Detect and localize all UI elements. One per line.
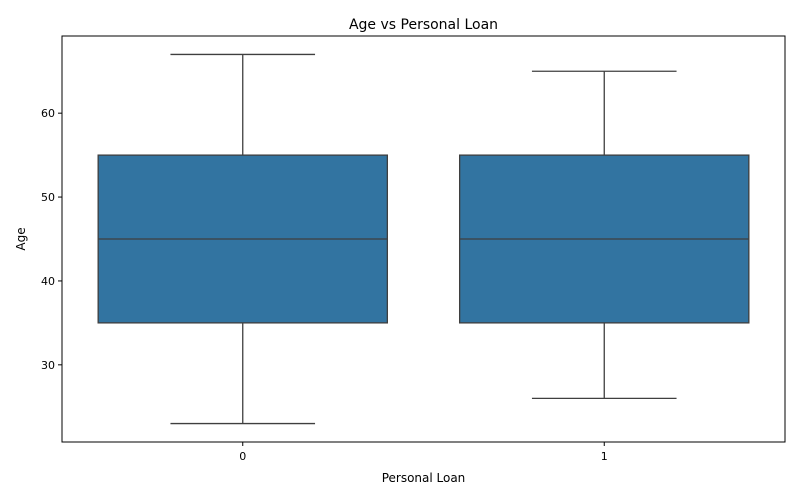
y-tick-label: 60 — [41, 107, 55, 120]
y-tick-label: 30 — [41, 359, 55, 372]
x-tick-label: 0 — [239, 450, 246, 463]
x-axis-label: Personal Loan — [382, 471, 466, 485]
axes-frame — [61, 35, 786, 443]
y-tick-label: 40 — [41, 275, 55, 288]
y-tick-label: 50 — [41, 191, 55, 204]
y-axis-label: Age — [14, 227, 28, 250]
chart-title: Age vs Personal Loan — [349, 17, 498, 33]
x-tick-label: 1 — [601, 450, 608, 463]
plot-area: 30 40 50 60 0 1 — [41, 35, 786, 463]
